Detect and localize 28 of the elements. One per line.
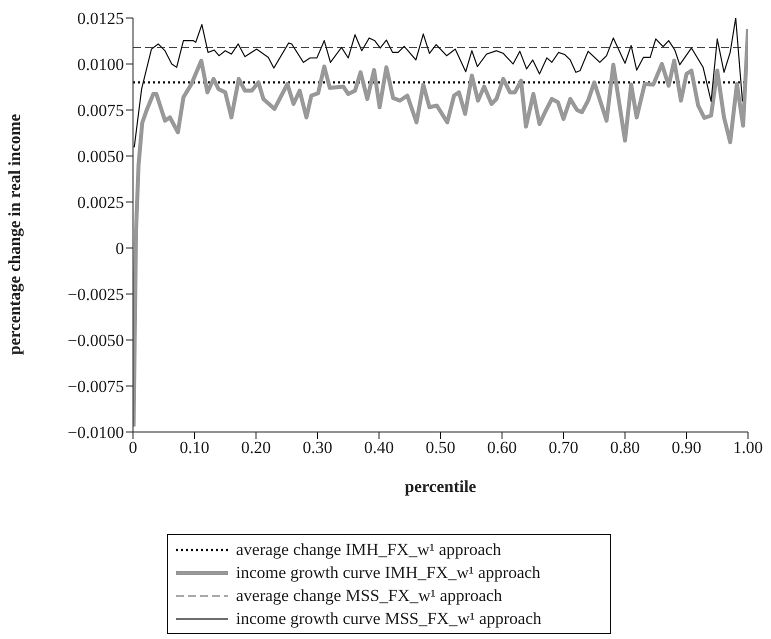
x-tick-label: 0.90 [672, 438, 702, 458]
y-tick-label: −0.0025 [68, 285, 124, 304]
legend-label: average change MSS_FX_w¹ approach [236, 586, 502, 606]
line-series [133, 27, 748, 428]
y-tick-label: 0.0125 [77, 9, 124, 28]
y-tick-label: 0.0100 [77, 55, 124, 74]
x-tick-label: 0.20 [241, 438, 271, 458]
y-tick-label: 0.0050 [77, 147, 124, 166]
y-axis-title: percentage change in real income [5, 113, 24, 355]
x-tick-label: 0.30 [302, 438, 332, 458]
y-tick-label: 0.0075 [77, 101, 124, 120]
y-tick-label: −0.0075 [68, 377, 124, 396]
x-tick-label: 1.00 [733, 438, 763, 458]
y-tick-label: −0.0050 [68, 331, 124, 350]
x-tick-label: 0 [128, 438, 138, 458]
legend-label: average change IMH_FX_w¹ approach [236, 540, 502, 560]
x-tick-label: 0.60 [487, 438, 517, 458]
y-tick-label: 0 [116, 239, 124, 258]
y-tick-label: −0.0100 [68, 423, 124, 442]
x-tick-label: 0.40 [364, 438, 394, 458]
legend-label: income growth curve IMH_FX_w¹ approach [236, 562, 540, 582]
legend-label: income growth curve MSS_FX_w¹ approach [236, 608, 542, 628]
x-axis-title: percentile [404, 477, 477, 496]
x-tick-label: 0.10 [180, 438, 210, 458]
x-tick-label: 0.50 [426, 438, 456, 458]
x-tick-label: 0.70 [548, 438, 578, 458]
y-tick-label: 0.0025 [77, 193, 124, 212]
x-tick-label: 0.80 [610, 438, 640, 458]
